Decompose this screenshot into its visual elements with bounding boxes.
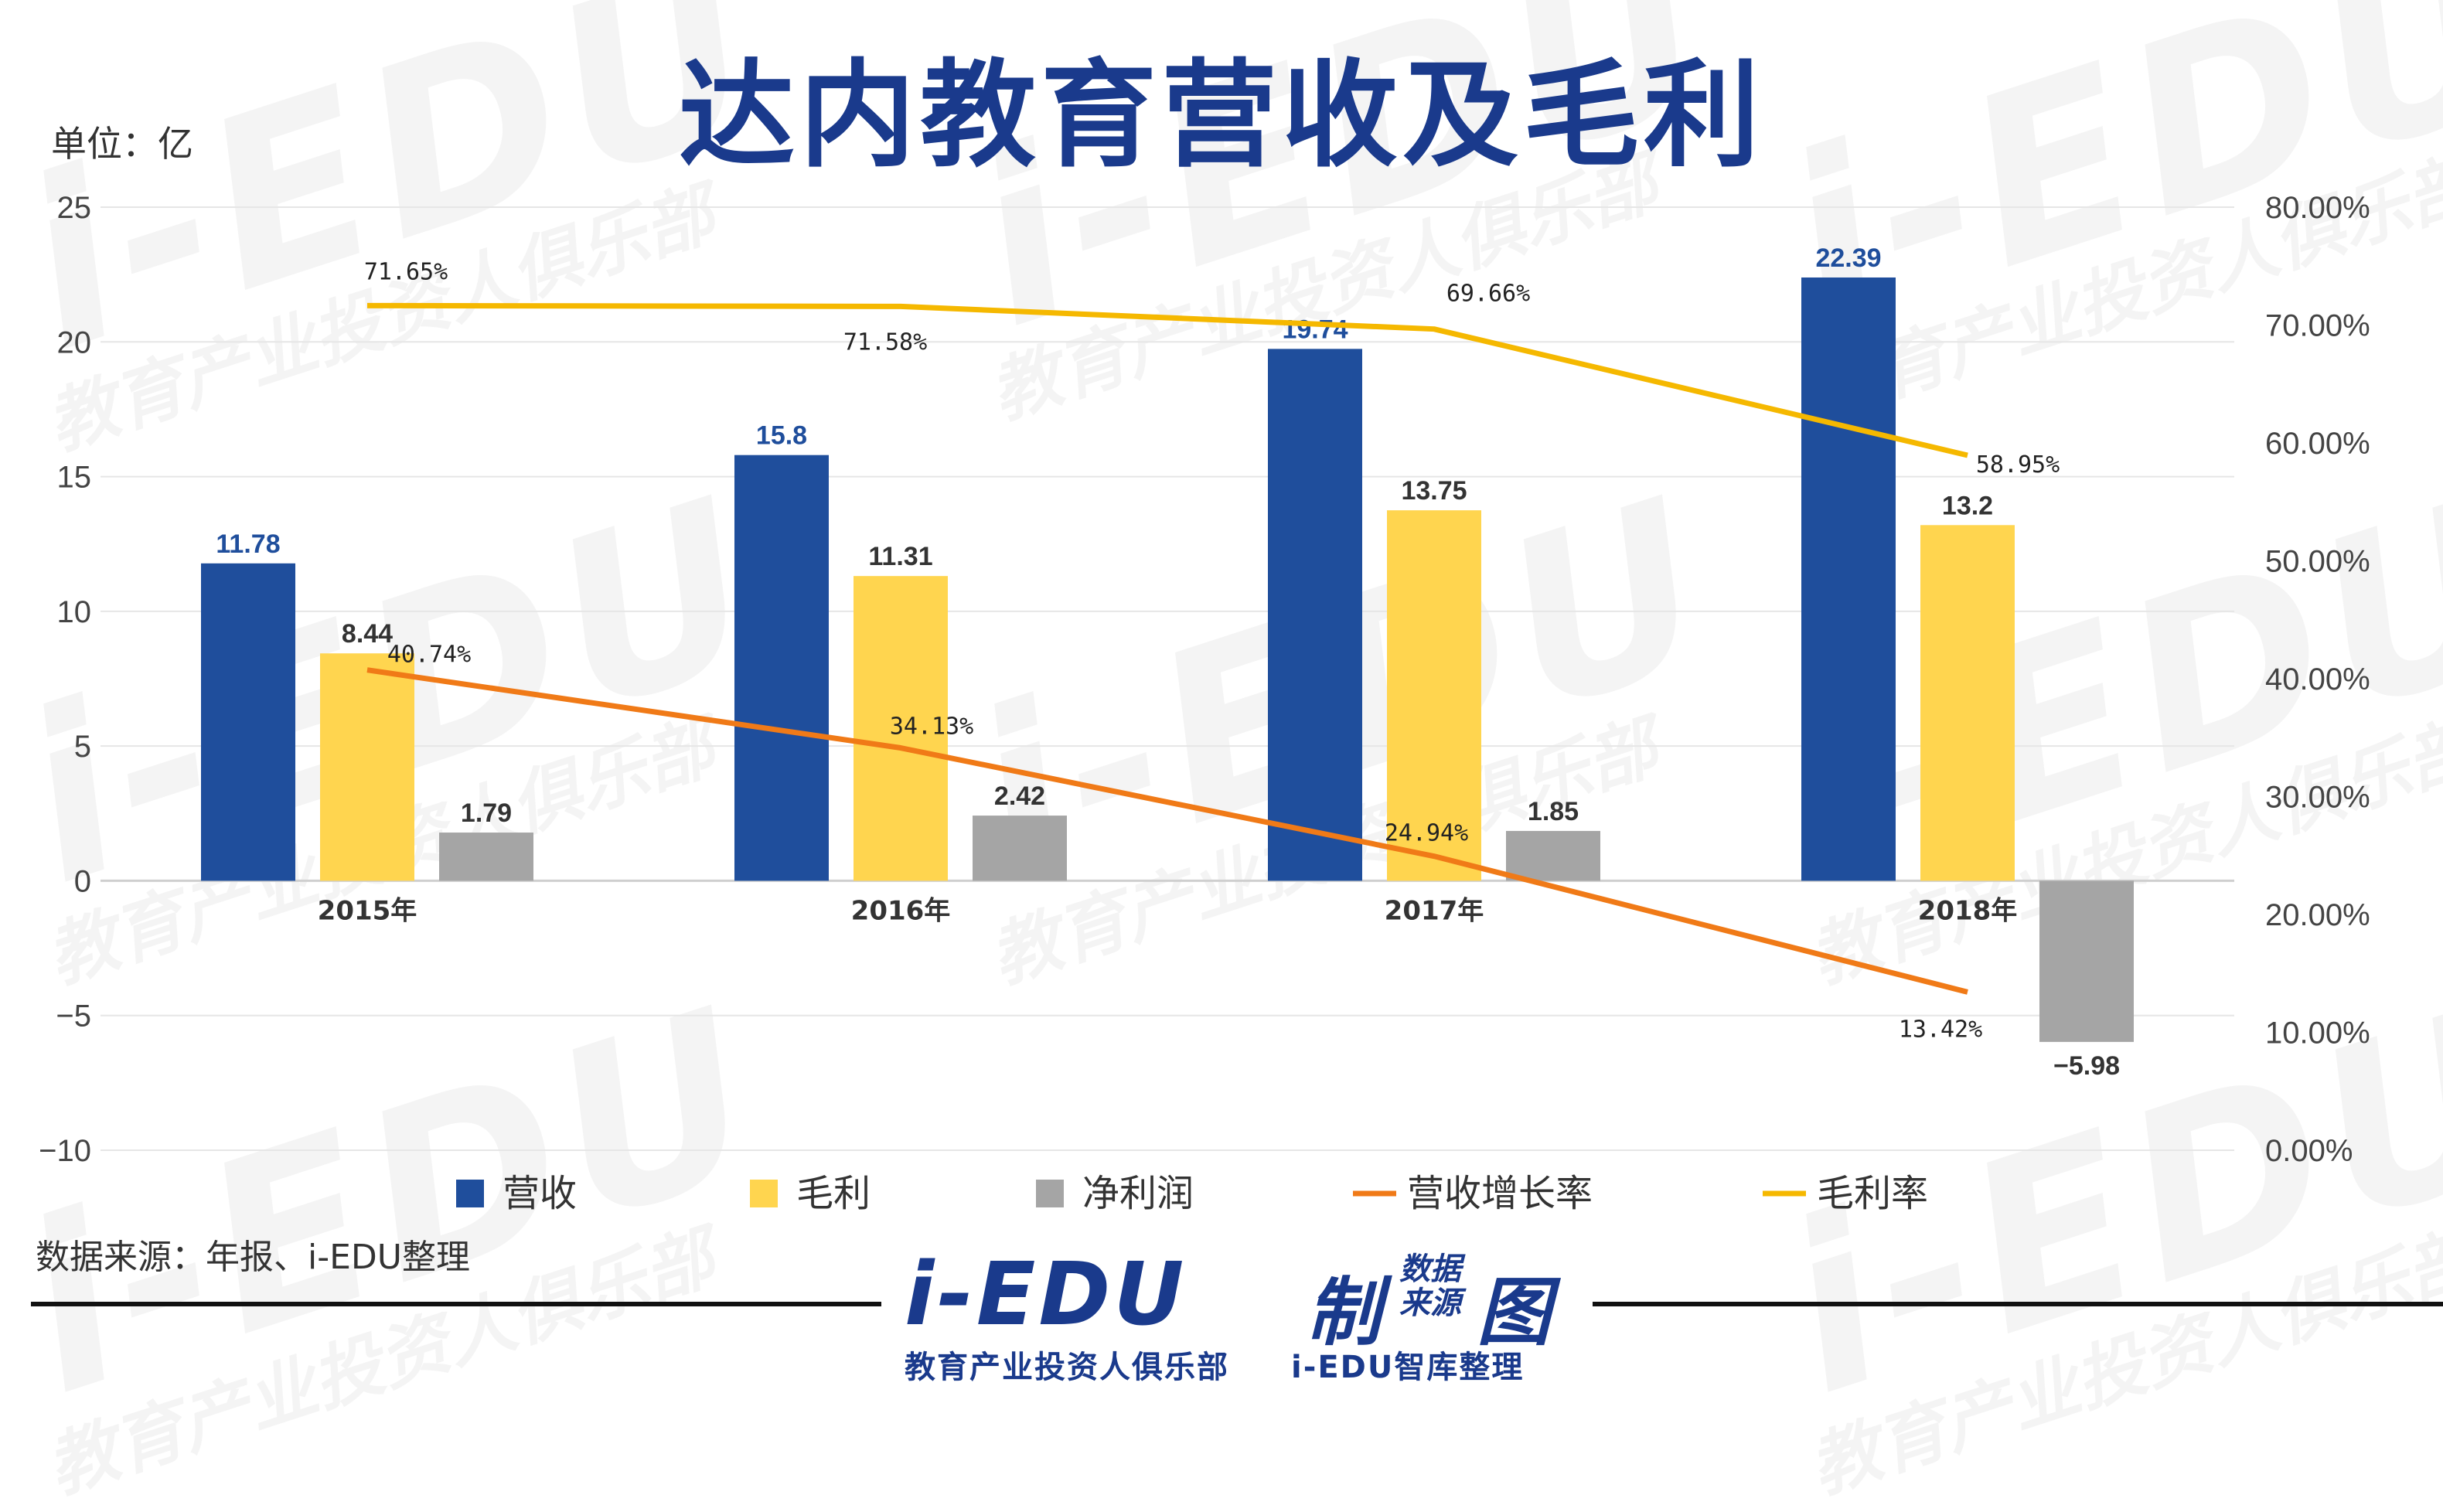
bar-gross-profit <box>1387 510 1481 881</box>
line-data-label: 71.58% <box>843 329 927 356</box>
bar-net-profit <box>439 833 533 881</box>
bar-data-label: 19.74 <box>1282 315 1348 344</box>
right-tick-label: 20.00% <box>2265 898 2370 932</box>
logo-data-source: 数据来源 <box>1399 1251 1461 1321</box>
left-tick-label: −10 <box>39 1134 91 1168</box>
legend: 营收 毛利 净利润 营收增长率 毛利率 <box>456 1172 1928 1215</box>
right-tick-label: 40.00% <box>2265 662 2370 696</box>
legend-label: 净利润 <box>1082 1172 1194 1215</box>
bar-revenue <box>1268 349 1362 881</box>
right-tick-label: 0.00% <box>2265 1134 2353 1168</box>
bar-net-profit <box>1506 830 1600 881</box>
bar-data-label: −5.98 <box>2053 1051 2120 1081</box>
legend-label: 营收增长率 <box>1407 1172 1593 1215</box>
line-data-label: 13.42% <box>1899 1016 1982 1043</box>
bar-gross-profit <box>854 576 948 881</box>
bar-gross-profit <box>1920 525 2015 881</box>
right-tick-label: 80.00% <box>2265 191 2370 225</box>
legend-label: 毛利率 <box>1817 1172 1928 1215</box>
chart: 25 20 15 10 5 0 −5 −10 80.00% 70.00% 60.00% 50.00%… <box>39 191 2370 1215</box>
legend-label: 毛利 <box>796 1172 871 1215</box>
category-labels: 2015年 2016年 2017年 2018年 <box>318 895 2018 926</box>
bar-data-label: 1.79 <box>461 799 512 828</box>
bars: 11.78 8.44 1.79 15.8 11.31 2.42 19.74 13.75 1.85… <box>201 243 2134 1081</box>
divider-left <box>31 1302 881 1306</box>
left-tick-label: 15 <box>57 461 92 495</box>
legend-swatch <box>750 1180 778 1207</box>
left-tick-label: 10 <box>57 595 92 629</box>
line-revenue-growth <box>366 667 1968 995</box>
right-tick-label: 70.00% <box>2265 309 2370 343</box>
bar-data-label: 11.78 <box>216 530 280 559</box>
line-data-label: 71.65% <box>364 258 448 285</box>
unit-label: 单位：亿 <box>51 123 193 165</box>
right-tick-label: 30.00% <box>2265 781 2370 815</box>
line-data-label: 34.13% <box>890 713 973 741</box>
left-tick-label: 5 <box>74 730 91 764</box>
category-label: 2017年 <box>1385 895 1484 926</box>
bar-data-label: 13.2 <box>1942 491 1993 520</box>
brand-logo: i-EDU 制 数据来源 图 教育产业投资人俱乐部 i-EDU智库整理 <box>889 1245 1569 1385</box>
right-tick-label: 50.00% <box>2265 545 2370 579</box>
source-note: 数据来源：年报、i-EDU整理 <box>36 1238 470 1277</box>
page-title: 达内教育营收及毛利 <box>678 47 1764 183</box>
line-data-label: 40.74% <box>387 642 471 669</box>
logo-subtitle-left: 教育产业投资人俱乐部 <box>905 1350 1229 1385</box>
left-tick-label: −5 <box>56 999 91 1034</box>
right-tick-label: 10.00% <box>2265 1017 2370 1051</box>
bar-data-label: 1.85 <box>1528 797 1579 826</box>
left-tick-label: 25 <box>57 191 92 225</box>
left-axis: 25 20 15 10 5 0 −5 −10 <box>39 191 91 1168</box>
left-tick-label: 20 <box>57 325 92 359</box>
line-data-label: 69.66% <box>1446 281 1530 308</box>
bar-data-label: 13.75 <box>1401 476 1467 506</box>
line-data-label: 24.94% <box>1385 820 1468 847</box>
legend-swatch <box>456 1180 484 1207</box>
line-gross-margin <box>366 302 1968 458</box>
divider-right <box>1593 1302 2443 1306</box>
right-axis: 80.00% 70.00% 60.00% 50.00% 40.00% 30.00% 20.0… <box>2265 191 2370 1168</box>
line-data-label: 58.95% <box>1976 451 2060 478</box>
logo-subtitle-right: i-EDU智库整理 <box>1291 1350 1525 1385</box>
right-tick-label: 60.00% <box>2265 427 2370 461</box>
left-tick-label: 0 <box>74 864 91 898</box>
bar-data-label: 15.8 <box>756 421 807 451</box>
bar-revenue <box>201 563 295 881</box>
category-label: 2015年 <box>318 895 417 926</box>
bar-revenue <box>734 455 829 881</box>
category-label: 2016年 <box>851 895 951 926</box>
bar-data-label: 8.44 <box>342 619 393 649</box>
bar-net-profit <box>2039 880 2134 1042</box>
bar-data-label: 22.39 <box>1815 243 1881 273</box>
legend-label: 营收 <box>503 1172 577 1215</box>
bar-revenue <box>1801 277 1896 881</box>
bar-net-profit <box>973 816 1067 881</box>
bar-data-label: 11.31 <box>868 542 932 571</box>
bar-gross-profit <box>320 653 414 881</box>
logo-zhi: 制 <box>1307 1269 1381 1356</box>
logo-tu: 图 <box>1477 1269 1551 1356</box>
lines: 40.74% 34.13% 24.94% 13.42% 71.65% 71.58% 69.6… <box>364 258 2060 1043</box>
logo-wordmark: i-EDU <box>905 1245 1187 1345</box>
bar-data-label: 2.42 <box>994 782 1045 811</box>
legend-swatch <box>1036 1180 1064 1207</box>
category-label: 2018年 <box>1918 895 2018 926</box>
